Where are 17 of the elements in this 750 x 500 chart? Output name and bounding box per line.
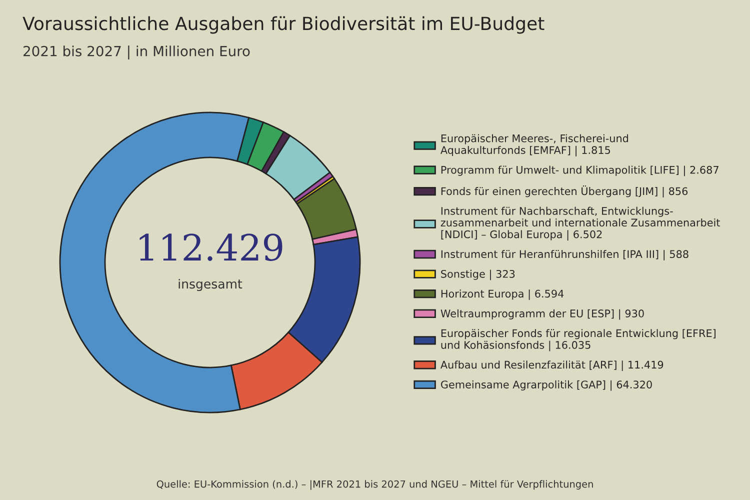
source-note: Quelle: EU-Kommission (n.d.) – |MFR 2021 bis 2027 und NGEU – Mittel für Verpflichtungen [156, 480, 593, 490]
legend-label: Aufbau und Resilenzfazilität [ARF] | 11.419 [440, 360, 664, 371]
legend-label: Europäischer Meeres-, Fischerei-und Aquakulturfonds [EMFAF] | 1.815 [440, 134, 628, 156]
legend-label: Instrument für Nachbarschaft, Entwicklungs- zusammenarbeit und internationale Zusammenarbeit [NDICI] – Global Europa | 6.502 [440, 206, 720, 241]
chart-subtitle: 2021 bis 2027 | in Millionen Euro [24, 46, 250, 60]
legend-label: Programm für Umwelt- und Klimapolitik [LIFE] | 2.687 [441, 166, 718, 176]
legend-label: Instrument für Heranführunshilfen [IPA III] | 588 [441, 250, 688, 260]
legend-label: Europäischer Fonds für regionale Entwicklung [EFRE] und Kohäsionsfonds | 16.035 [441, 329, 716, 352]
legend-label: Fonds für einen gerechten Übergang [JIM] | 856 [441, 185, 688, 198]
legend-label: Weltraumprogramm der EU [ESP] | 930 [440, 309, 644, 320]
legend-label: Sonstige | 323 [441, 270, 515, 280]
text: 112.429 [140, 234, 282, 261]
chart-title: Voraussichtliche Ausgaben für Biodiversität im EU-Budget [22, 16, 544, 34]
legend-label: Horizont Europa | 6.594 [441, 290, 564, 300]
text: insgesamt [178, 278, 242, 292]
donut-slice [296, 178, 357, 240]
legend-label: Gemeinsame Agrarpolitik [GAP] | 64.320 [441, 380, 652, 391]
